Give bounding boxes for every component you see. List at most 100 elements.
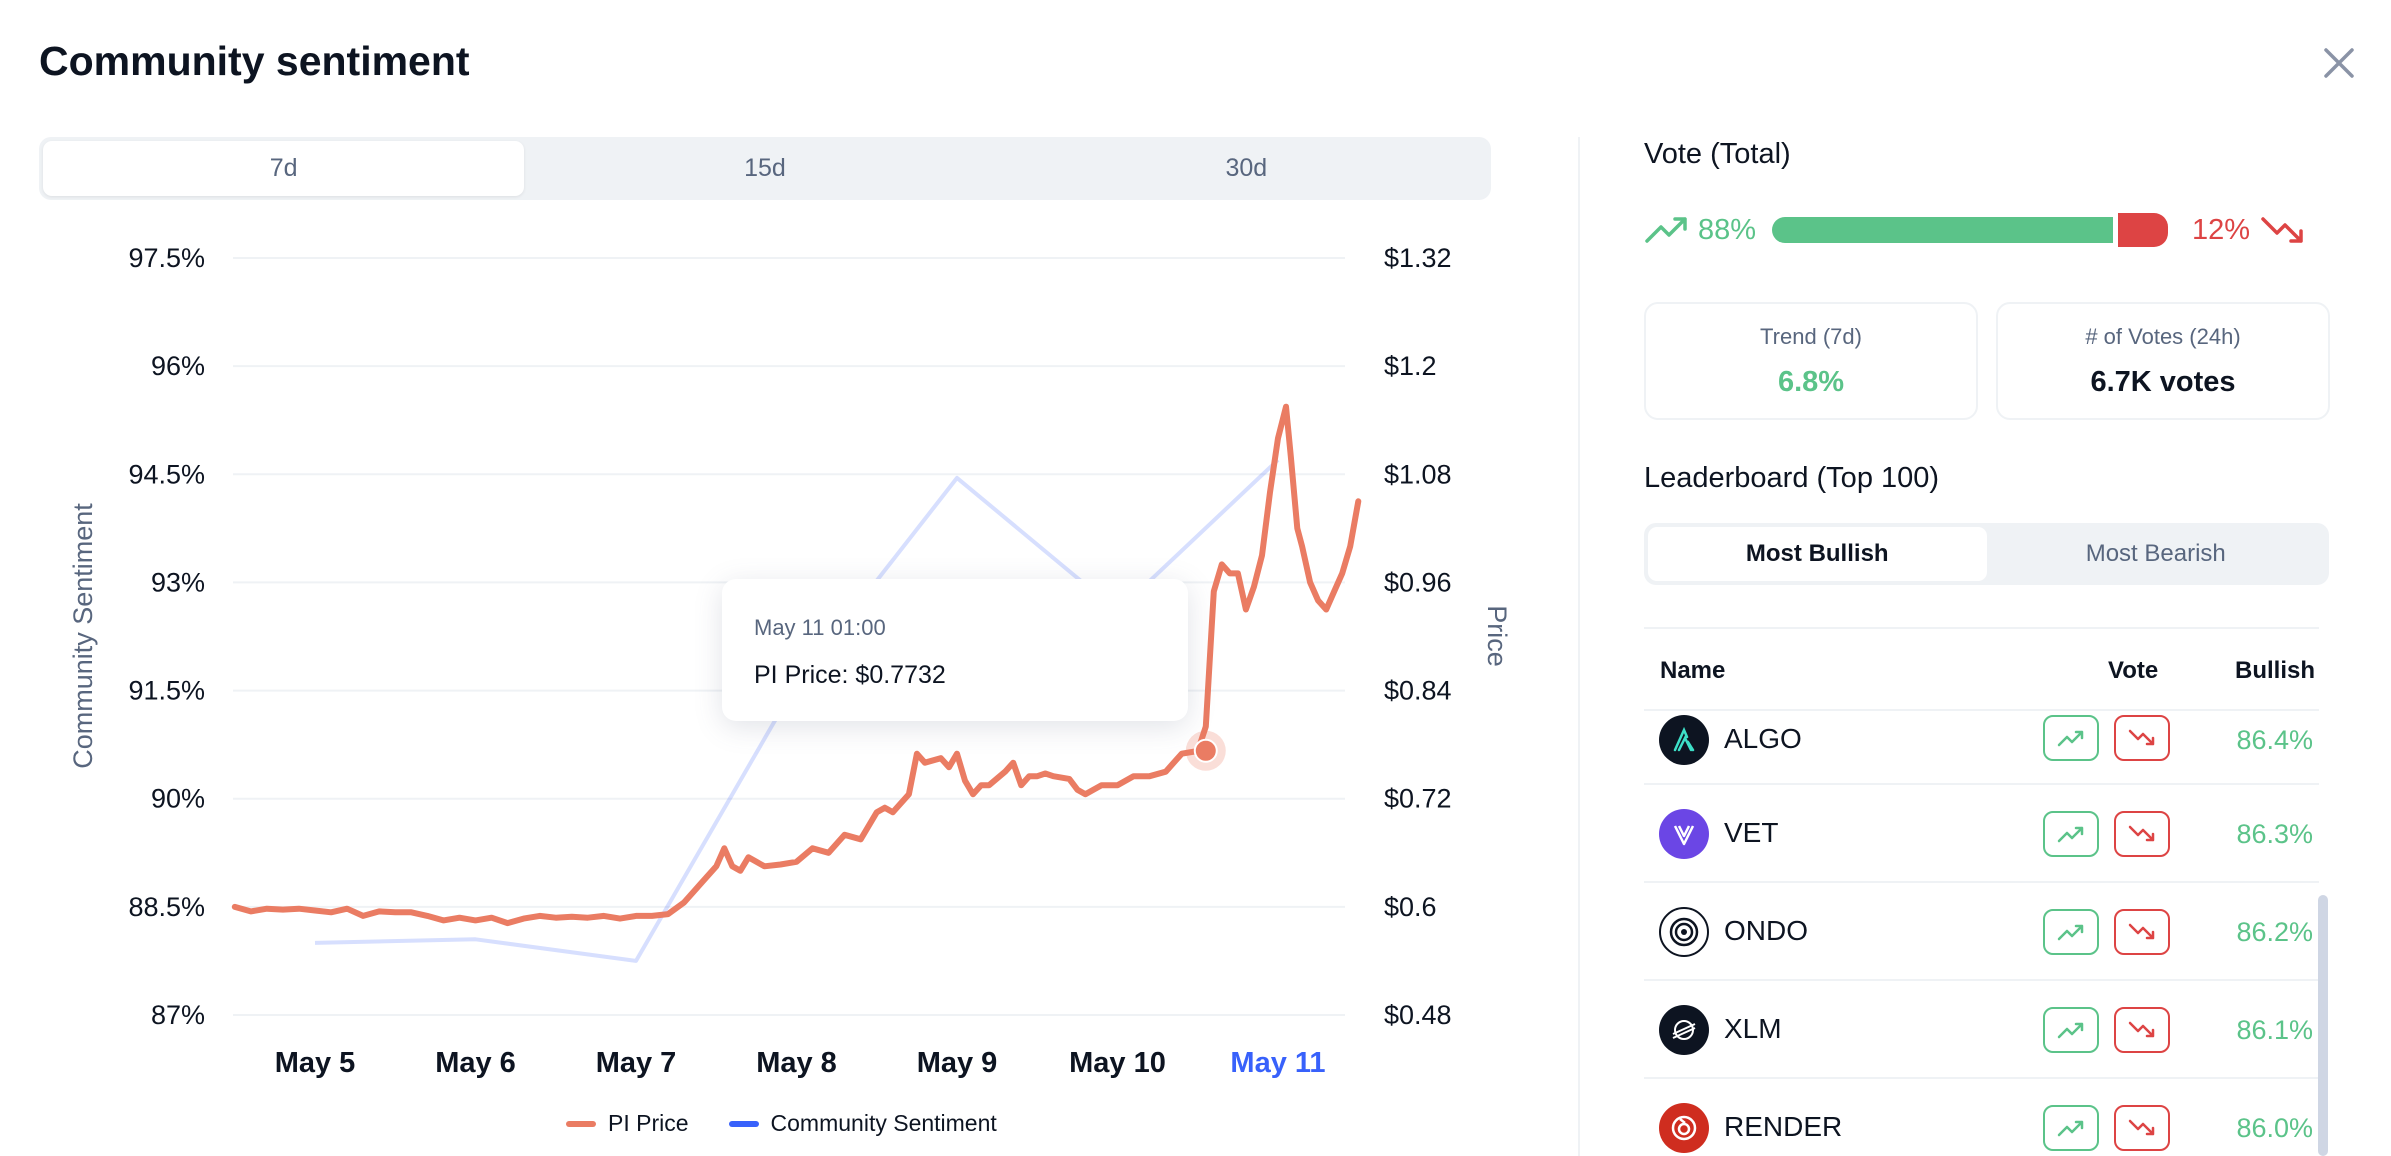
leaderboard-rows[interactable]: ALGO 86.4% VET 86.3% bbox=[1644, 711, 2319, 1156]
vote-bearish-button[interactable] bbox=[2114, 811, 2170, 857]
x-tick-label: May 10 bbox=[1069, 1047, 1166, 1079]
chart-legend: PI Price Community Sentiment bbox=[566, 1110, 997, 1137]
y-left-tick-label: 91.5% bbox=[128, 676, 205, 706]
vote-bullish-button[interactable] bbox=[2043, 811, 2099, 857]
vote-bearish-button[interactable] bbox=[2114, 1105, 2170, 1151]
table-row: RENDER 86.0% bbox=[1644, 1079, 2319, 1156]
coin-symbol[interactable]: XLM bbox=[1724, 1013, 1782, 1044]
leaderboard-scrollbar[interactable] bbox=[2318, 895, 2328, 1156]
table-row: ALGO 86.4% bbox=[1644, 711, 2319, 785]
bullish-value: 86.4% bbox=[2236, 725, 2313, 755]
stellar-logo-icon bbox=[1659, 1005, 1709, 1055]
bullish-value: 86.0% bbox=[2236, 1113, 2313, 1143]
tab-most-bearish[interactable]: Most Bearish bbox=[2085, 540, 2226, 567]
column-name: Name bbox=[1660, 657, 1726, 684]
algorand-logo-icon bbox=[1659, 715, 1709, 765]
legend-item-price[interactable]: PI Price bbox=[566, 1110, 689, 1137]
y-right-tick-label: $1.08 bbox=[1384, 459, 1452, 489]
vote-bullish-button[interactable] bbox=[2043, 1105, 2099, 1151]
tab-30d[interactable]: 30d bbox=[1225, 154, 1268, 182]
chart-tooltip: May 11 01:00 PI Price: $0.7732 bbox=[722, 579, 1188, 721]
y-right-tick-label: $0.48 bbox=[1384, 1000, 1452, 1030]
vote-bar: 88% 12% bbox=[1644, 205, 2329, 255]
y-left-tick-label: 90% bbox=[151, 784, 205, 814]
trend-up-icon bbox=[2057, 1022, 2084, 1039]
x-tick-label: May 8 bbox=[756, 1047, 837, 1079]
trend-7d-label: Trend (7d) bbox=[1760, 324, 1862, 349]
close-icon bbox=[2324, 48, 2354, 78]
legend-swatch-price bbox=[566, 1120, 596, 1127]
tab-15d[interactable]: 15d bbox=[744, 154, 786, 182]
vote-bearish-button[interactable] bbox=[2114, 1007, 2170, 1053]
y-left-tick-label: 96% bbox=[151, 351, 205, 381]
coin-symbol[interactable]: ONDO bbox=[1724, 915, 1808, 946]
tab-7d[interactable]: 7d bbox=[43, 141, 525, 196]
x-tick-label: May 11 bbox=[1230, 1047, 1325, 1079]
table-row: VET 86.3% bbox=[1644, 785, 2319, 883]
coin-symbol[interactable]: VET bbox=[1724, 817, 1779, 848]
y-right-tick-label: $0.96 bbox=[1384, 567, 1452, 597]
legend-item-sentiment[interactable]: Community Sentiment bbox=[728, 1110, 997, 1137]
render-logo-icon bbox=[1659, 1103, 1709, 1153]
highlight-point bbox=[1193, 738, 1218, 763]
votes-24h-label: # of Votes (24h) bbox=[2085, 324, 2241, 349]
trend-7d-card: Trend (7d) 6.8% bbox=[1644, 302, 1978, 420]
y-right-tick-label: $1.2 bbox=[1384, 351, 1437, 381]
tooltip-price: PI Price: $0.7732 bbox=[754, 661, 946, 689]
column-vote: Vote bbox=[2108, 657, 2159, 684]
trend-up-icon bbox=[2057, 1120, 2084, 1137]
y-right-tick-label: $0.72 bbox=[1384, 784, 1452, 814]
column-bullish: Bullish bbox=[2234, 657, 2315, 684]
vote-bullish-button[interactable] bbox=[2043, 715, 2099, 761]
vote-bullish-button[interactable] bbox=[2043, 1007, 2099, 1053]
trend-down-icon bbox=[2128, 1021, 2155, 1038]
y-left-tick-label: 87% bbox=[151, 1000, 205, 1030]
coin-symbol[interactable]: ALGO bbox=[1724, 723, 1802, 754]
table-row: ONDO 86.2% bbox=[1644, 883, 2319, 981]
legend-label-sentiment: Community Sentiment bbox=[770, 1110, 997, 1136]
modal-title: Community sentiment bbox=[39, 38, 470, 84]
y-left-tick-label: 93% bbox=[151, 567, 205, 597]
vote-bearish-button[interactable] bbox=[2114, 715, 2170, 761]
leaderboard-title: Leaderboard (Top 100) bbox=[1644, 462, 1940, 494]
table-row: XLM 86.1% bbox=[1644, 981, 2319, 1079]
trend-down-icon bbox=[2128, 923, 2155, 940]
trend-up-icon bbox=[2057, 924, 2084, 941]
trend-up-icon bbox=[2057, 826, 2084, 843]
trend-up-icon bbox=[1645, 217, 1687, 243]
ondo-logo-icon bbox=[1659, 907, 1709, 957]
x-tick-label: May 5 bbox=[275, 1047, 356, 1079]
range-tabs: 7d 15d 30d bbox=[39, 137, 1491, 200]
votes-24h-value: 6.7K votes bbox=[2090, 366, 2236, 398]
y-left-tick-label: 94.5% bbox=[128, 459, 205, 489]
close-button[interactable] bbox=[2316, 40, 2362, 86]
series-pi-price bbox=[231, 403, 1362, 927]
x-tick-label: May 7 bbox=[596, 1047, 677, 1079]
legend-label-price: PI Price bbox=[608, 1110, 689, 1136]
leaderboard-header: Name Vote Bullish bbox=[1644, 627, 2319, 711]
leaderboard-table: Name Vote Bullish ALGO 86.4% VET bbox=[1644, 627, 2319, 1156]
x-tick-label: May 9 bbox=[917, 1047, 998, 1079]
bullish-value: 86.3% bbox=[2236, 819, 2313, 849]
trend-down-icon bbox=[2128, 825, 2155, 842]
coin-symbol[interactable]: RENDER bbox=[1724, 1111, 1843, 1142]
trend-7d-value: 6.8% bbox=[1777, 366, 1845, 398]
panel-divider bbox=[1578, 137, 1580, 1156]
trend-down-icon bbox=[2128, 1119, 2155, 1136]
bullish-percent: 88% bbox=[1698, 213, 1757, 246]
bullish-value: 86.2% bbox=[2236, 917, 2313, 947]
y-left-tick-label: 97.5% bbox=[128, 243, 205, 273]
trend-down-icon bbox=[2261, 217, 2303, 243]
vote-bearish-button[interactable] bbox=[2114, 909, 2170, 955]
x-tick-label: May 6 bbox=[435, 1047, 516, 1079]
y-right-tick-label: $1.32 bbox=[1384, 243, 1452, 273]
tab-most-bullish[interactable]: Most Bullish bbox=[1648, 527, 1987, 581]
vechain-logo-icon bbox=[1659, 809, 1709, 859]
vote-bullish-button[interactable] bbox=[2043, 909, 2099, 955]
bullish-bar bbox=[1772, 217, 2114, 243]
bearish-percent: 12% bbox=[2192, 213, 2251, 246]
trend-down-icon bbox=[2128, 729, 2155, 746]
y-right-tick-label: $0.84 bbox=[1384, 676, 1452, 706]
y-left-tick-label: 88.5% bbox=[128, 892, 205, 922]
y-right-axis-title: Price bbox=[1482, 605, 1512, 667]
